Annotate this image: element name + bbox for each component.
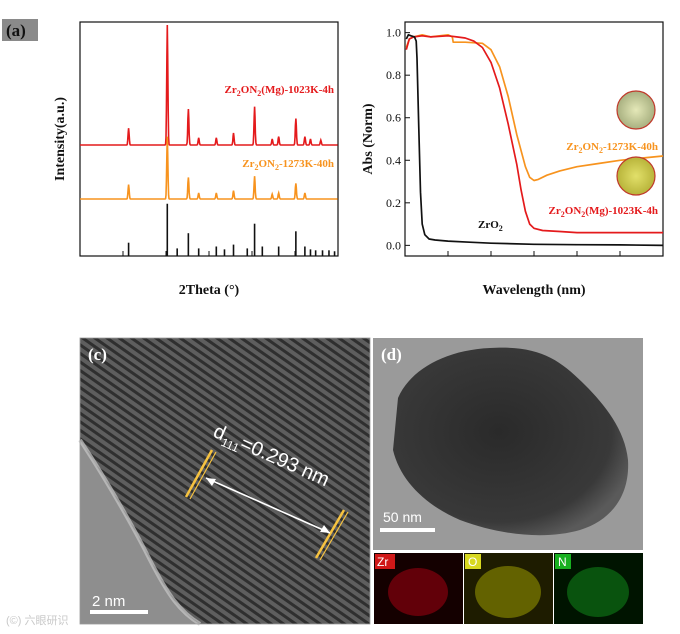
xrd-label-mg-part: 2 xyxy=(257,89,261,98)
xrd-label-1273k-part: 2 xyxy=(255,163,259,172)
uv-plot-frame xyxy=(404,21,664,257)
xrd-series-1 xyxy=(80,136,338,200)
amorphous-region xyxy=(80,440,200,624)
eds-o-particle xyxy=(475,566,541,618)
xrd-label-mg-part: 2 xyxy=(237,89,241,98)
tem-image: (d) 50 nm Zr O N xyxy=(373,338,643,624)
eds-n-particle xyxy=(567,567,629,617)
uv-ylabel: Abs (Norm) xyxy=(361,103,376,174)
uv-xlabel: Wavelength (nm) xyxy=(482,283,585,298)
nanoparticle xyxy=(393,347,629,536)
panel-d-tag: (d) xyxy=(381,345,402,364)
fringe-marker-right-2 xyxy=(319,511,349,561)
uv-label-1273k-part: -1273K-40h xyxy=(603,141,658,153)
uvvis-chart: 0.00.20.40.60.81.0 Zr2ON2-1273K-40hZr2ON… xyxy=(361,21,664,298)
xrd-label-1273k-part: Zr xyxy=(242,158,254,170)
uv-series-2 xyxy=(405,33,664,247)
watermark: (©) 六眼研识 xyxy=(6,615,69,627)
fringe-marker-left-2 xyxy=(189,451,217,500)
eds-zr-label: Zr xyxy=(377,555,388,569)
uv-label-mg: Zr2ON2(Mg)-1023K-4h xyxy=(549,205,658,219)
scalebar-d-label: 50 nm xyxy=(383,509,422,525)
xrd-plot-frame xyxy=(79,21,339,257)
xrd-label-mg: Zr2ON2(Mg)-1023K-4h xyxy=(225,84,334,98)
xrd-series-0 xyxy=(80,24,338,146)
d-arrow-head-left xyxy=(206,478,216,486)
uv-label-1273k-part: Zr xyxy=(566,141,578,153)
uv-ytick-label: 0.0 xyxy=(386,238,401,252)
uv-label-zro2-part: ZrO xyxy=(478,219,499,231)
panel-c-frame xyxy=(79,337,371,625)
d-spacing-arrow xyxy=(205,477,331,534)
d-arrow-head-right xyxy=(320,525,330,533)
uv-label-zro2: ZrO2 xyxy=(478,219,503,233)
uv-label-mg-part: 2 xyxy=(581,210,585,219)
uv-label-mg-part: (Mg)-1023K-4h xyxy=(585,205,658,217)
uv-label-mg-part: Zr xyxy=(549,205,561,217)
scalebar-c-label: 2 nm xyxy=(92,593,125,610)
sample-photo-mg-1023k xyxy=(616,156,656,196)
fringe-marker-right xyxy=(314,509,346,559)
uv-ytick-label: 0.8 xyxy=(386,68,401,82)
xrd-label-1273k-part: 2 xyxy=(275,163,279,172)
uv-label-1273k-part: 2 xyxy=(599,146,603,155)
uv-label-1273k-part: 2 xyxy=(579,146,583,155)
hrtem-image: (c) d111=0.293 nm 2 nm xyxy=(78,337,371,626)
eds-n-tag-bg xyxy=(555,554,571,569)
scalebar-c xyxy=(90,610,148,614)
uv-series-1 xyxy=(405,34,663,234)
xrd-label-1273k: Zr2ON2-1273K-40h xyxy=(242,158,334,172)
xrd-label-1273k-part: ON xyxy=(259,158,276,170)
uv-ytick-label: 0.6 xyxy=(386,111,401,125)
eds-o-label: O xyxy=(468,555,477,569)
eds-o-tag-bg xyxy=(465,554,481,569)
uv-label-1273k-part: ON xyxy=(583,141,600,153)
xrd-xlabel: 2Theta (°) xyxy=(179,283,240,298)
particle-edge xyxy=(78,438,202,626)
eds-n-label: N xyxy=(558,555,567,569)
xrd-label-mg-part: (Mg)-1023K-4h xyxy=(261,84,334,96)
xrd-label-mg-part: ON xyxy=(241,84,258,96)
uv-ytick-label: 0.2 xyxy=(386,196,401,210)
uv-ytick-label: 0.4 xyxy=(386,153,401,167)
uv-label-mg-part: 2 xyxy=(561,210,565,219)
panel-a-tag-bg xyxy=(2,19,38,41)
uv-label-mg-part: ON xyxy=(565,205,582,217)
panel-a-tag: (a) xyxy=(6,21,26,40)
scalebar-d xyxy=(380,528,435,532)
eds-zr-particle xyxy=(388,568,448,616)
uv-ytick-label: 1.0 xyxy=(386,26,401,40)
eds-zr-tag-bg xyxy=(375,554,395,569)
xrd-chart: (a) Zr2ON2(Mg)-1023K-4hZr2ON2-1273K-40h … xyxy=(2,19,339,298)
uv-label-zro2-part: 2 xyxy=(499,224,503,233)
xrd-ylabel: Intensity(a.u.) xyxy=(53,97,68,181)
panel-c-tag: (c) xyxy=(88,345,107,364)
sample-photo-1273k xyxy=(616,90,656,130)
xrd-label-mg-part: Zr xyxy=(225,84,237,96)
fringe-marker-left xyxy=(184,449,214,498)
xrd-label-1273k-part: -1273K-40h xyxy=(279,158,334,170)
uv-label-1273k: Zr2ON2-1273K-40h xyxy=(566,141,658,155)
